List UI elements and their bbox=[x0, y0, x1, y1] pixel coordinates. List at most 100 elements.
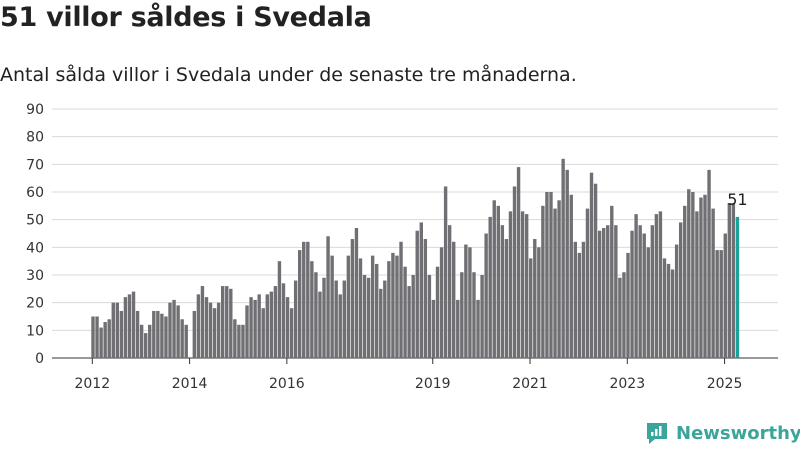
bar bbox=[654, 214, 659, 358]
bar bbox=[614, 225, 618, 358]
chart-subtitle: Antal sålda villor i Svedala under de se… bbox=[0, 64, 577, 86]
bar bbox=[204, 297, 209, 358]
bar bbox=[302, 241, 306, 358]
bar bbox=[508, 211, 513, 358]
bar bbox=[443, 186, 448, 358]
bar bbox=[245, 305, 249, 358]
y-tick-label: 70 bbox=[26, 157, 44, 173]
bar bbox=[111, 302, 115, 358]
x-tick-label: 2021 bbox=[512, 376, 548, 392]
bar bbox=[200, 286, 205, 358]
bar bbox=[229, 288, 233, 358]
bar bbox=[719, 250, 723, 358]
bar bbox=[464, 244, 468, 358]
bar bbox=[516, 167, 521, 358]
bar bbox=[687, 189, 691, 358]
bar bbox=[618, 277, 622, 358]
annotations: 51 bbox=[727, 190, 747, 209]
x-tick-label: 2023 bbox=[609, 376, 645, 392]
bar-chart: 0 10 20 30 40 50 60 70 80 90 2012 2014 2016 2019 2021… bbox=[26, 102, 778, 392]
y-tick-label: 10 bbox=[26, 323, 44, 339]
highlighted-bar bbox=[735, 216, 740, 358]
bar bbox=[561, 158, 565, 358]
bar bbox=[135, 310, 140, 358]
bar bbox=[622, 272, 626, 358]
bar bbox=[691, 192, 695, 358]
bar bbox=[727, 203, 732, 358]
bar bbox=[500, 225, 505, 358]
x-axis: 2012 2014 2016 2019 2021 2023 2025 bbox=[74, 358, 742, 392]
bar bbox=[456, 299, 460, 358]
bar bbox=[387, 261, 391, 358]
bar bbox=[695, 211, 699, 358]
bar bbox=[160, 313, 164, 358]
bar bbox=[330, 255, 334, 358]
bar bbox=[220, 286, 225, 358]
bar bbox=[91, 316, 95, 358]
newsworthy-chart-icon bbox=[647, 423, 667, 444]
bar bbox=[115, 302, 120, 358]
bar bbox=[350, 239, 355, 358]
bar bbox=[731, 203, 736, 358]
bar bbox=[123, 297, 128, 358]
bar bbox=[419, 222, 423, 358]
bar bbox=[460, 272, 464, 358]
bar bbox=[415, 230, 419, 358]
bar bbox=[658, 211, 663, 358]
bar bbox=[241, 324, 245, 358]
bar bbox=[362, 275, 367, 358]
y-tick-label: 60 bbox=[26, 185, 44, 201]
bar bbox=[164, 316, 168, 358]
bar bbox=[156, 310, 160, 358]
bar bbox=[707, 169, 711, 358]
bar bbox=[480, 275, 484, 358]
bar bbox=[468, 247, 472, 358]
bar bbox=[322, 277, 326, 358]
bar bbox=[711, 208, 715, 358]
x-tick-label: 2014 bbox=[172, 376, 208, 392]
bar bbox=[176, 305, 180, 358]
bar bbox=[683, 205, 687, 358]
bar bbox=[399, 241, 403, 358]
bar bbox=[257, 294, 261, 358]
bar bbox=[484, 233, 488, 358]
bar bbox=[391, 252, 395, 358]
bar bbox=[253, 299, 257, 358]
bars bbox=[91, 158, 740, 358]
bar bbox=[358, 258, 363, 358]
bar bbox=[379, 288, 383, 358]
x-tick-label: 2019 bbox=[415, 376, 451, 392]
bar bbox=[699, 197, 703, 358]
bar bbox=[318, 291, 322, 358]
bar bbox=[152, 310, 156, 358]
bar bbox=[423, 239, 428, 358]
y-tick-label: 30 bbox=[26, 268, 44, 284]
bar bbox=[447, 225, 452, 358]
y-tick-label: 0 bbox=[35, 351, 44, 367]
x-tick-label: 2012 bbox=[74, 376, 110, 392]
bar bbox=[326, 236, 330, 358]
bar bbox=[338, 294, 342, 358]
bar bbox=[208, 302, 213, 358]
bar bbox=[650, 225, 655, 358]
bar bbox=[148, 324, 152, 358]
bar bbox=[375, 263, 379, 358]
bar bbox=[265, 294, 269, 358]
bar bbox=[334, 280, 338, 358]
bar bbox=[314, 272, 318, 358]
bar bbox=[237, 324, 241, 358]
bar bbox=[298, 250, 302, 358]
bar bbox=[630, 230, 634, 358]
bar bbox=[233, 319, 237, 358]
y-tick-label: 20 bbox=[26, 296, 44, 312]
bar bbox=[537, 247, 541, 358]
bar bbox=[131, 291, 136, 358]
y-axis: 0 10 20 30 40 50 60 70 80 90 bbox=[26, 102, 44, 367]
bar bbox=[626, 252, 630, 358]
bar bbox=[504, 239, 509, 358]
bar bbox=[666, 263, 671, 358]
bar bbox=[139, 324, 144, 358]
bar bbox=[289, 308, 294, 358]
bar bbox=[610, 205, 614, 358]
bar bbox=[172, 299, 176, 358]
